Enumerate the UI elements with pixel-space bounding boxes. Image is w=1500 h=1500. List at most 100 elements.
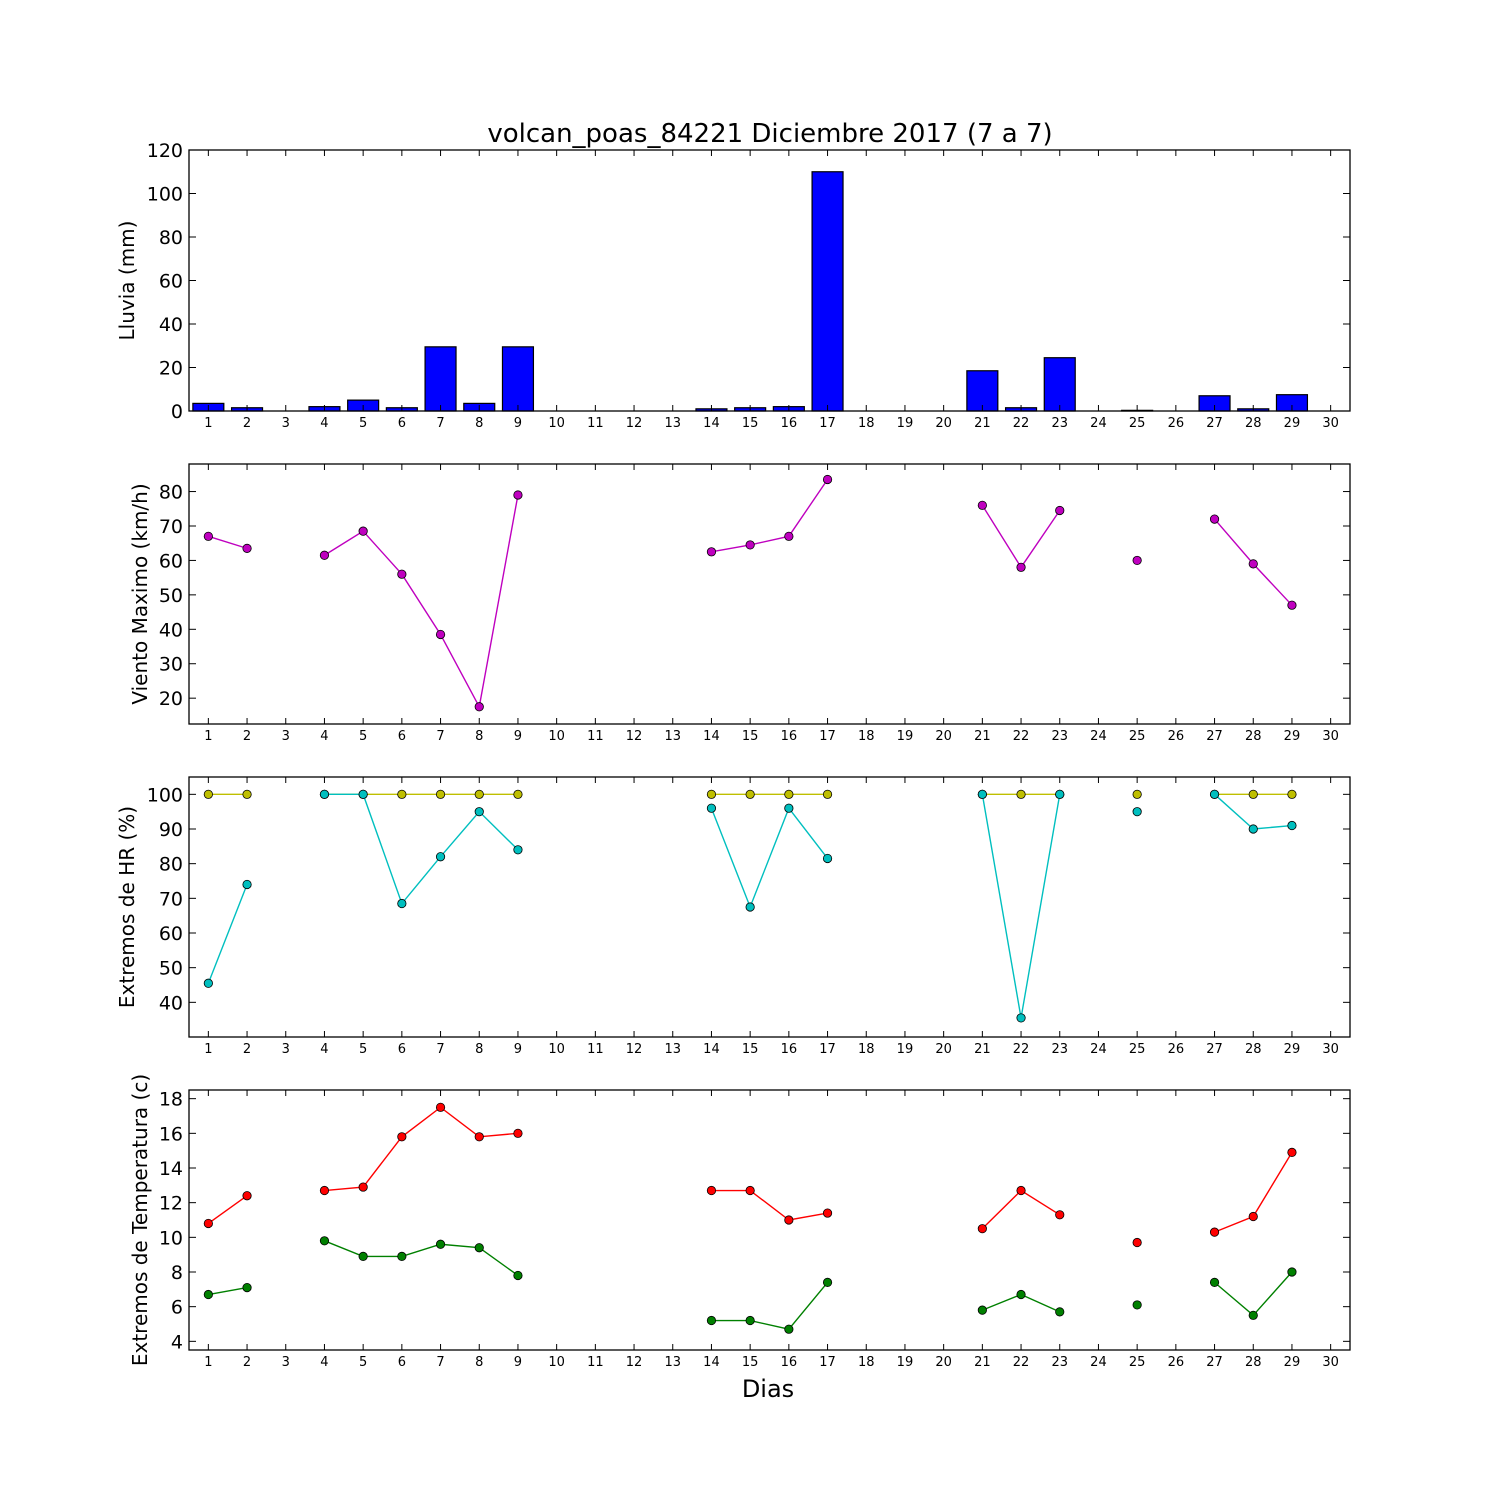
x-tick-label: 19 (897, 416, 914, 431)
data-point-day-2 (242, 1283, 252, 1293)
x-tick-label: 22 (1013, 1042, 1030, 1057)
x-tick-label: 7 (436, 729, 444, 744)
y-tick-label: 70 (159, 516, 183, 538)
data-point-day-28 (1248, 1310, 1258, 1320)
x-tick-label: 25 (1129, 729, 1146, 744)
x-tick-label: 30 (1322, 1042, 1339, 1057)
x-tick-label: 4 (320, 1355, 328, 1370)
data-point-day-4 (319, 1236, 330, 1246)
series-line (711, 479, 829, 553)
y-tick-label: 30 (159, 654, 183, 676)
data-point-day-28 (1248, 824, 1258, 834)
data-point-day-4 (319, 789, 330, 799)
series-line (711, 1281, 829, 1330)
series-line (207, 884, 248, 984)
x-tick-label: 4 (320, 729, 328, 744)
x-tick-label: 7 (436, 416, 444, 431)
plot-frame (188, 149, 1351, 412)
data-point-day-1 (203, 1218, 213, 1229)
series-line (1214, 1271, 1293, 1317)
series-line (711, 1189, 828, 1221)
y-tick-label: 50 (159, 958, 183, 980)
x-tick-label: 20 (935, 729, 952, 744)
x-tick-label: 29 (1284, 1042, 1301, 1057)
x-tick-label: 2 (243, 729, 251, 744)
bar-day-7 (424, 346, 457, 412)
x-tick-label: 26 (1168, 1355, 1185, 1370)
data-point-day-7 (435, 629, 446, 640)
x-tick-label: 12 (626, 729, 643, 744)
x-tick-label: 25 (1129, 1042, 1146, 1057)
data-point-day-17 (822, 474, 833, 485)
x-tick-label: 10 (548, 1355, 565, 1370)
data-point-day-25 (1132, 555, 1142, 566)
series-line (207, 1195, 248, 1225)
series-line (208, 535, 248, 550)
x-tick-label: 5 (359, 1355, 367, 1370)
series-line (981, 794, 1061, 1019)
data-point-day-29 (1287, 600, 1297, 610)
x-tick-label: 15 (742, 1355, 759, 1370)
series-line (324, 494, 519, 709)
data-point-day-29 (1287, 789, 1297, 799)
x-tick-label: 21 (974, 1042, 991, 1057)
x-tick-label: 20 (935, 416, 952, 431)
x-tick-label: 5 (359, 729, 367, 744)
x-tick-label: 27 (1206, 416, 1223, 431)
data-point-day-21 (977, 500, 987, 510)
x-tick-label: 6 (398, 1042, 406, 1057)
y-tick-label: 120 (147, 140, 183, 162)
data-point-day-16 (784, 803, 794, 813)
data-point-day-6 (397, 569, 407, 579)
x-tick-label: 13 (664, 1355, 681, 1370)
x-tick-label: 24 (1090, 729, 1107, 744)
x-tick-label: 17 (819, 729, 836, 744)
x-tick-label: 1 (204, 416, 212, 431)
series-1 (203, 474, 1297, 712)
data-point-day-4 (319, 550, 330, 560)
x-tick-label: 9 (514, 729, 522, 744)
bar-day-17 (811, 171, 844, 412)
data-point-day-1 (203, 531, 213, 541)
chart-title: volcan_poas_84221 Diciembre 2017 (7 a 7) (487, 119, 1052, 149)
data-point-day-23 (1055, 1210, 1065, 1220)
data-point-day-25 (1132, 789, 1142, 799)
x-tick-label: 24 (1090, 1355, 1107, 1370)
y-tick-label: 60 (159, 550, 183, 572)
x-tick-label: 28 (1245, 416, 1262, 431)
x-tick-label: 18 (858, 1355, 875, 1370)
x-tick-label: 21 (974, 729, 991, 744)
series-2 (203, 1236, 1297, 1334)
x-tick-label: 11 (587, 1042, 604, 1057)
x-tick-label: 1 (204, 1355, 212, 1370)
x-axis-label: Dias (742, 1375, 794, 1403)
data-point-day-23 (1055, 1307, 1065, 1317)
x-tick-label: 2 (243, 1042, 251, 1057)
data-point-day-8 (474, 789, 484, 799)
x-tick-label: 1 (204, 1042, 212, 1057)
x-tick-label: 22 (1013, 416, 1030, 431)
data-point-day-9 (513, 845, 523, 855)
x-tick-label: 6 (398, 1355, 406, 1370)
y-tick-label: 14 (159, 1158, 183, 1180)
data-point-day-29 (1287, 820, 1297, 831)
data-point-day-1 (203, 978, 213, 988)
y-tick-label: 100 (147, 784, 183, 806)
x-tick-label: 4 (320, 416, 328, 431)
x-tick-label: 13 (664, 729, 681, 744)
x-tick-label: 28 (1245, 1355, 1262, 1370)
x-tick-label: 20 (935, 1355, 952, 1370)
x-tick-label: 10 (548, 1042, 565, 1057)
data-point-day-16 (784, 1215, 794, 1225)
data-point-day-29 (1287, 1147, 1297, 1158)
x-tick-label: 25 (1129, 416, 1146, 431)
x-tick-label: 19 (897, 729, 914, 744)
data-point-day-17 (822, 789, 833, 799)
data-point-day-22 (1016, 1185, 1026, 1196)
x-tick-label: 30 (1322, 729, 1339, 744)
x-tick-label: 9 (514, 416, 522, 431)
data-point-day-15 (745, 789, 755, 799)
